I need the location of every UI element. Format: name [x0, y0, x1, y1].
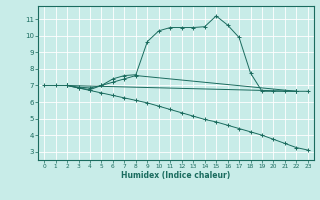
X-axis label: Humidex (Indice chaleur): Humidex (Indice chaleur): [121, 171, 231, 180]
